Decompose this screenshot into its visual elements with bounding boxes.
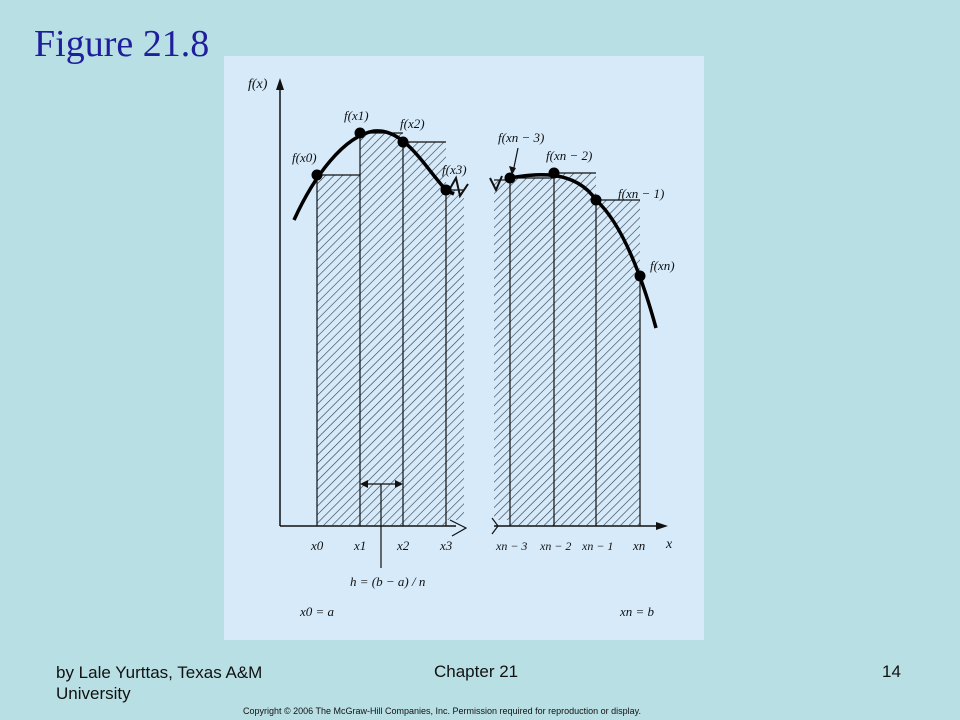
function-points xyxy=(311,127,646,282)
footer-author: by Lale Yurttas, Texas A&M University xyxy=(56,663,263,703)
y-axis-arrow xyxy=(276,78,284,90)
x-axis-arrow xyxy=(656,522,668,530)
break-mark-top-right xyxy=(489,175,503,193)
end-label: xn = b xyxy=(619,604,655,619)
footer-page-number: 14 xyxy=(882,662,901,681)
h-arrowhead-left xyxy=(360,480,368,488)
hatch-rect-n-1 xyxy=(596,200,640,526)
tick-x3: x3 xyxy=(439,538,453,553)
h-arrowhead-right xyxy=(395,480,403,488)
slide-title: Figure 21.8 xyxy=(34,23,210,65)
label-pointer-arrowhead xyxy=(509,166,516,175)
point-f-xn-1 xyxy=(590,194,602,206)
rect-outlines xyxy=(316,132,641,526)
y-axis-label: f(x) xyxy=(248,77,268,92)
tick-x0: x0 xyxy=(310,538,324,553)
point-f-xn-2 xyxy=(548,167,560,179)
label-f-xn-1: f(xn − 1) xyxy=(618,186,664,201)
break-mark-bottom-right xyxy=(491,517,499,535)
hatch-rect-2 xyxy=(360,133,403,526)
hatch-rect-n-4 xyxy=(494,180,510,520)
label-f-x1: f(x1) xyxy=(344,108,369,123)
tick-xn-2: xn − 2 xyxy=(539,539,571,553)
tick-x1: x1 xyxy=(353,538,366,553)
point-f-x0 xyxy=(311,169,323,181)
point-f-xn-3 xyxy=(504,172,516,184)
point-f-x3 xyxy=(440,184,452,196)
hatch-rect-3 xyxy=(403,142,446,526)
break-mark-bottom-left xyxy=(449,519,468,537)
break-mark-top-left xyxy=(447,175,469,199)
footer-chapter: Chapter 21 xyxy=(434,662,519,681)
rectangle-rule-diagram: f(x) x f(x0) f(x1) f(x2) f(x3) f(xn − 3)… xyxy=(248,77,675,619)
tick-x2: x2 xyxy=(396,538,410,553)
hatch-rect-n-2 xyxy=(554,173,596,526)
tick-xn: xn xyxy=(632,538,645,553)
footer-copyright: Copyright © 2006 The McGraw-Hill Compani… xyxy=(243,706,641,716)
label-f-xn-2: f(xn − 2) xyxy=(546,148,592,163)
h-formula: h = (b − a) / n xyxy=(350,574,425,589)
point-f-x2 xyxy=(397,136,409,148)
x-axis-label: x xyxy=(665,537,673,552)
figure-panel: f(x) x f(x0) f(x1) f(x2) f(x3) f(xn − 3)… xyxy=(224,56,704,640)
point-f-x1 xyxy=(354,127,366,139)
tick-xn-3: xn − 3 xyxy=(495,539,527,553)
label-f-xn: f(xn) xyxy=(650,258,675,273)
start-label: x0 = a xyxy=(299,604,335,619)
function-curve-left xyxy=(292,129,455,221)
point-f-xn xyxy=(634,270,646,282)
label-f-x2: f(x2) xyxy=(400,116,425,131)
label-f-x0: f(x0) xyxy=(292,150,317,165)
hatch-rect-n-3 xyxy=(510,178,554,526)
label-f-xn-3: f(xn − 3) xyxy=(498,130,544,145)
hatch-rect-1 xyxy=(317,175,360,526)
hatch-rect-4 xyxy=(446,190,464,520)
tick-xn-1: xn − 1 xyxy=(581,539,613,553)
label-f-x3: f(x3) xyxy=(442,162,467,177)
